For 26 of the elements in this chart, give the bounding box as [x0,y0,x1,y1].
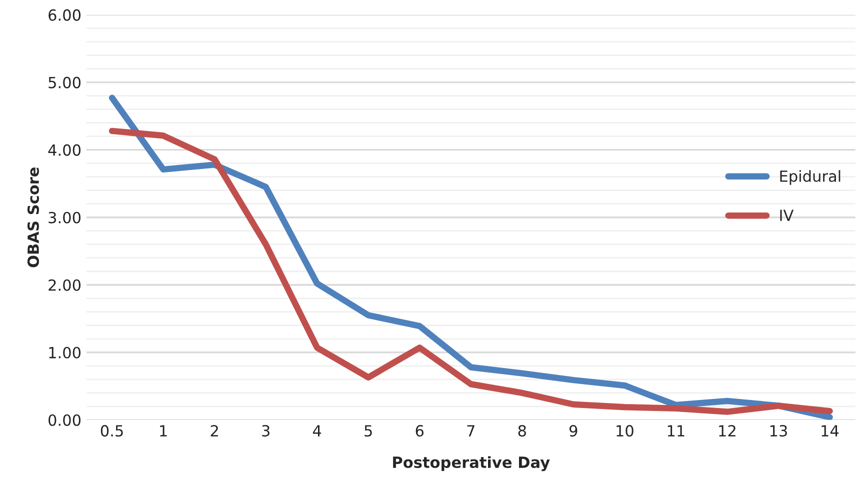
y-tick-label: 2.00 [48,279,81,291]
x-tick-label: 1 [160,425,167,436]
x-tick-label: 6 [416,425,424,437]
y-tick-label: 3.00 [48,212,81,224]
y-axis-title: OBAS Score [27,167,40,268]
x-tick-label: 5 [364,425,372,437]
x-axis-title: Postoperative Day [393,456,550,472]
y-tick-label: 0.00 [48,414,81,426]
x-tick-label: 12 [719,425,736,436]
x-tick-label: 11 [668,425,684,436]
y-tick-label: 6.00 [48,9,81,21]
x-tick-label: 7 [467,425,474,436]
x-tick-label: 0.5 [100,425,123,437]
y-tick-label: 5.00 [48,76,81,88]
x-tick-label: 3 [262,425,270,437]
y-tick-label: 4.00 [48,144,81,156]
x-tick-label: 10 [616,425,634,437]
x-tick-label: 2 [210,425,218,436]
legend-label: IV [780,210,794,221]
x-tick-label: 13 [770,425,787,437]
x-tick-label: 8 [518,425,526,437]
x-tick-label: 14 [822,425,839,436]
y-tick-label: 1.00 [49,346,81,358]
x-tick-label: 4 [312,425,322,436]
x-tick-label: 9 [570,425,578,437]
legend-label: Epidural [780,170,840,185]
